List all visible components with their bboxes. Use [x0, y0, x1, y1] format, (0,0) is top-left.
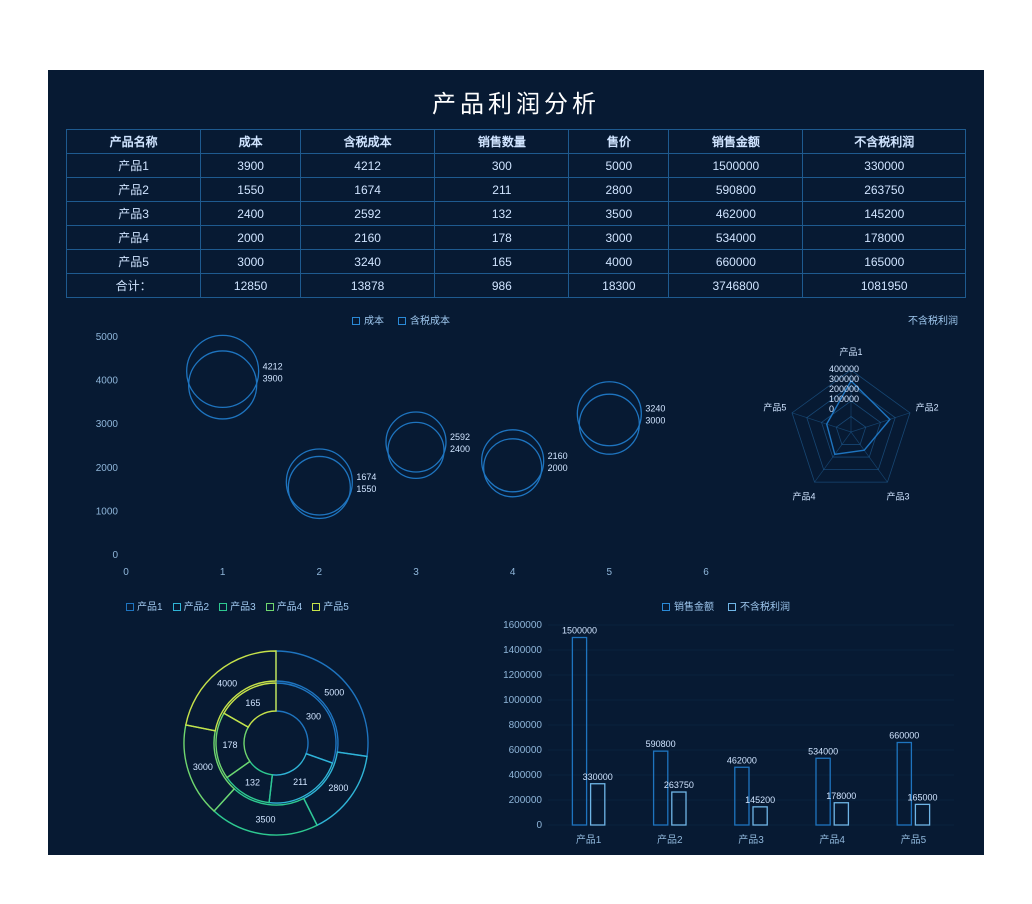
svg-text:2800: 2800: [328, 783, 348, 793]
donut-chart: 产品1产品2产品3产品4产品5 5000 2800 3500 3000 4000 300 2…: [66, 598, 486, 858]
radar-chart: 不含税利润 产品1产品2产品3产品4产品54000003000002000001…: [736, 312, 966, 592]
svg-text:590800: 590800: [646, 739, 676, 749]
svg-text:211: 211: [293, 777, 307, 787]
svg-text:产品5: 产品5: [901, 833, 927, 846]
donut-legend: 产品1产品2产品3产品4产品5: [66, 598, 486, 613]
svg-text:3240: 3240: [645, 404, 665, 414]
data-table: 产品名称成本含税成本销售数量售价销售金额不含税利润 产品139004212300…: [66, 129, 966, 298]
svg-text:1600000: 1600000: [503, 620, 542, 631]
svg-text:3000: 3000: [645, 416, 665, 426]
svg-text:产品3: 产品3: [738, 833, 764, 846]
svg-text:1200000: 1200000: [503, 670, 542, 681]
svg-text:产品3: 产品3: [887, 491, 910, 502]
svg-text:462000: 462000: [727, 755, 757, 765]
svg-text:6: 6: [703, 567, 709, 578]
svg-text:534000: 534000: [808, 746, 838, 756]
svg-text:145200: 145200: [745, 795, 775, 805]
svg-text:200000: 200000: [829, 384, 859, 394]
svg-text:0: 0: [536, 820, 542, 831]
svg-text:产品5: 产品5: [763, 401, 786, 412]
svg-text:0: 0: [829, 404, 834, 414]
svg-text:1: 1: [220, 567, 226, 578]
svg-text:5: 5: [607, 567, 613, 578]
svg-text:132: 132: [245, 778, 260, 788]
svg-text:100000: 100000: [829, 394, 859, 404]
svg-text:2: 2: [317, 567, 323, 578]
table-row: 产品3240025921323500462000145200: [67, 202, 966, 226]
svg-text:178000: 178000: [826, 791, 856, 801]
svg-text:3000: 3000: [193, 762, 213, 772]
svg-text:178: 178: [223, 740, 238, 750]
svg-text:4212: 4212: [263, 361, 283, 371]
bubble-chart: 成本 含税成本 0 1000 2000 3000 4000 5000 0 1 2 3 4 5 6 4212…: [66, 312, 736, 592]
bar-legend: 销售金额 不含税利润: [486, 598, 966, 613]
svg-text:1550: 1550: [356, 484, 376, 494]
table-header: 产品名称: [67, 130, 201, 154]
svg-text:5000: 5000: [96, 332, 119, 343]
svg-text:400000: 400000: [829, 364, 859, 374]
svg-text:0: 0: [123, 567, 129, 578]
svg-text:1400000: 1400000: [503, 645, 542, 656]
svg-text:800000: 800000: [509, 720, 543, 731]
svg-text:4: 4: [510, 567, 516, 578]
table-row: 产品2155016742112800590800263750: [67, 178, 966, 202]
svg-text:263750: 263750: [664, 780, 694, 790]
svg-text:4000: 4000: [96, 376, 119, 387]
svg-text:165000: 165000: [907, 792, 937, 802]
svg-text:3500: 3500: [255, 814, 275, 824]
svg-text:1000000: 1000000: [503, 695, 542, 706]
table-header: 售价: [569, 130, 669, 154]
table-header: 成本: [201, 130, 301, 154]
svg-text:产品2: 产品2: [916, 401, 939, 412]
svg-text:3000: 3000: [96, 419, 119, 430]
svg-text:1000: 1000: [96, 506, 119, 517]
bubble-legend: 成本 含税成本: [66, 312, 736, 327]
svg-text:660000: 660000: [889, 731, 919, 741]
svg-text:产品1: 产品1: [576, 833, 602, 846]
svg-text:600000: 600000: [509, 745, 543, 756]
table-row: 产品13900421230050001500000330000: [67, 154, 966, 178]
table-header: 销售数量: [435, 130, 569, 154]
svg-text:2000: 2000: [96, 463, 119, 474]
svg-text:2400: 2400: [450, 444, 470, 454]
table-row: 产品4200021601783000534000178000: [67, 226, 966, 250]
table-row: 合计：12850138789861830037468001081950: [67, 274, 966, 298]
svg-text:2592: 2592: [450, 432, 470, 442]
page-title: 产品利润分析: [66, 84, 966, 119]
svg-text:5000: 5000: [324, 688, 344, 698]
dashboard-panel: 产品利润分析 产品名称成本含税成本销售数量售价销售金额不含税利润 产品13900…: [48, 70, 984, 855]
svg-text:1674: 1674: [356, 472, 376, 482]
svg-text:产品4: 产品4: [792, 491, 815, 502]
svg-text:产品2: 产品2: [657, 833, 683, 846]
svg-text:产品4: 产品4: [819, 833, 845, 846]
svg-text:0: 0: [112, 550, 118, 561]
table-header: 销售金额: [669, 130, 803, 154]
svg-text:2000: 2000: [548, 463, 568, 473]
svg-text:300000: 300000: [829, 374, 859, 384]
svg-text:产品1: 产品1: [839, 346, 862, 357]
svg-text:200000: 200000: [509, 795, 543, 806]
svg-text:1500000: 1500000: [562, 626, 597, 636]
svg-text:3900: 3900: [263, 373, 283, 383]
svg-text:330000: 330000: [583, 772, 613, 782]
svg-text:2160: 2160: [548, 451, 568, 461]
table-header: 含税成本: [301, 130, 435, 154]
svg-text:400000: 400000: [509, 770, 543, 781]
svg-text:3: 3: [413, 567, 419, 578]
bar-chart: 销售金额 不含税利润 0 200000 400000 600000 800000 1000…: [486, 598, 966, 858]
svg-text:4000: 4000: [217, 678, 237, 688]
table-header: 不含税利润: [803, 130, 966, 154]
svg-text:300: 300: [306, 711, 321, 721]
table-row: 产品5300032401654000660000165000: [67, 250, 966, 274]
svg-text:165: 165: [245, 698, 260, 708]
